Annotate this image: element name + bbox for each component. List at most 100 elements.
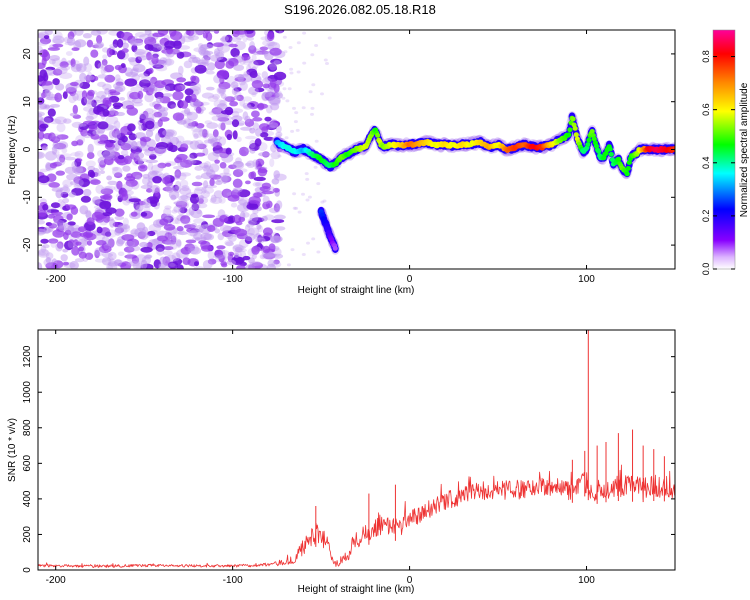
noise-blob (164, 40, 176, 49)
noise-blob (65, 51, 73, 56)
noise-blob (301, 106, 306, 110)
noise-blob (216, 86, 227, 95)
noise-blob (94, 233, 106, 241)
noise-blob (232, 178, 243, 188)
noise-blob (187, 244, 200, 255)
signal-track-core (566, 132, 572, 138)
noise-blob (51, 211, 63, 216)
noise-blob (94, 247, 105, 257)
noise-blob (133, 151, 145, 160)
noise-blob (123, 155, 132, 165)
noise-blob (58, 218, 67, 223)
noise-blob (243, 71, 250, 77)
spectrogram-x-tick-label: -100 (223, 274, 243, 285)
noise-blob (134, 31, 147, 38)
noise-blob (109, 91, 121, 96)
noise-blob (238, 80, 246, 86)
noise-blob (242, 96, 253, 102)
noise-blob (139, 112, 149, 120)
noise-blob (130, 86, 143, 93)
noise-blob (113, 128, 120, 135)
noise-blob (126, 252, 133, 262)
noise-blob (122, 42, 129, 49)
noise-blob (152, 42, 161, 48)
noise-blob (269, 90, 275, 95)
noise-blob (248, 60, 259, 70)
noise-blob (44, 104, 51, 109)
noise-blob (190, 160, 202, 166)
noise-blob (138, 124, 144, 131)
noise-blob (159, 256, 166, 264)
noise-blob (197, 228, 203, 234)
noise-blob (38, 251, 46, 256)
noise-blob (69, 261, 79, 269)
noise-blob (261, 190, 275, 195)
noise-blob (48, 238, 59, 244)
noise-blob (224, 96, 236, 102)
noise-blob (78, 226, 87, 233)
noise-blob (147, 230, 156, 237)
noise-blob (244, 162, 252, 167)
noise-blob (292, 192, 297, 196)
noise-blob (115, 74, 121, 82)
noise-blob (183, 60, 193, 69)
noise-blob (155, 142, 169, 150)
noise-blob (284, 136, 289, 140)
noise-blob (127, 260, 140, 267)
noise-blob (140, 259, 148, 269)
noise-blob (180, 215, 191, 224)
noise-blob (191, 203, 200, 212)
noise-blob (301, 192, 305, 196)
noise-blob (271, 178, 280, 185)
noise-blob (283, 50, 288, 54)
noise-blob (120, 31, 133, 41)
noise-blob (109, 108, 115, 116)
noise-blob (69, 181, 77, 186)
noise-blob (38, 130, 45, 140)
noise-blob (323, 58, 328, 62)
noise-blob (76, 158, 83, 163)
noise-blob (60, 65, 71, 71)
noise-blob (83, 188, 92, 197)
noise-blob (207, 251, 215, 260)
noise-blob (226, 133, 232, 141)
noise-blob (122, 217, 129, 227)
noise-blob (75, 165, 83, 173)
noise-blob (269, 47, 282, 56)
noise-blob (207, 62, 216, 71)
noise-blob (114, 227, 122, 236)
noise-blob (262, 227, 273, 236)
noise-blob (70, 81, 79, 87)
snr-y-tick-label: 0 (22, 567, 33, 573)
noise-blob (97, 121, 109, 130)
noise-blob (152, 32, 165, 38)
noise-blob (185, 209, 192, 217)
colorbar-tick-label: 0.4 (701, 157, 711, 170)
noise-blob (102, 108, 110, 117)
noise-blob (228, 43, 238, 48)
noise-blob (210, 108, 222, 115)
noise-blob (94, 43, 104, 49)
noise-blob (94, 95, 102, 102)
noise-blob (121, 48, 129, 53)
noise-blob (255, 128, 262, 137)
noise-blob (232, 214, 242, 224)
noise-blob (149, 153, 157, 160)
noise-blob (186, 111, 198, 121)
noise-blob (143, 198, 150, 206)
noise-blob (214, 48, 220, 56)
noise-blob (218, 254, 225, 263)
noise-blob (68, 94, 77, 104)
noise-blob (158, 262, 167, 269)
noise-blob (59, 61, 69, 68)
noise-blob (273, 173, 287, 181)
noise-blob (273, 214, 286, 220)
noise-blob (164, 241, 177, 246)
noise-blob (268, 97, 281, 105)
noise-blob (185, 239, 197, 244)
noise-blob (158, 106, 166, 113)
noise-blob (226, 259, 236, 266)
noise-blob (266, 263, 276, 269)
noise-blob (145, 87, 154, 96)
